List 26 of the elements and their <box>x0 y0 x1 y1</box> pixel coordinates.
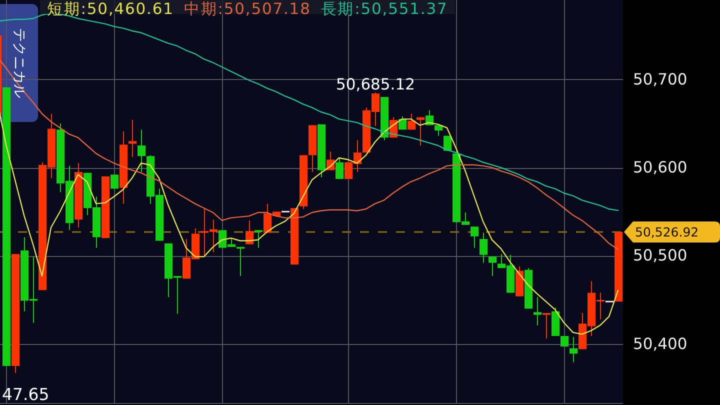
candlestick <box>138 129 146 172</box>
candlestick <box>416 116 424 146</box>
y-tick-label: 50,400 <box>633 334 688 353</box>
candlestick <box>398 116 406 130</box>
candlestick <box>534 296 542 326</box>
candlestick <box>110 174 118 190</box>
candlestick <box>470 226 478 248</box>
candlestick <box>488 256 496 277</box>
y-tick-label: 50,700 <box>633 70 688 88</box>
candlestick <box>480 232 488 264</box>
legend-item: 長期:50,551.37 <box>320 0 448 18</box>
y-tick-label: 50,600 <box>633 158 688 177</box>
candlestick <box>254 230 262 248</box>
legend-item: 中期:50,507.18 <box>184 0 311 18</box>
y-tick-label: 50,500 <box>633 246 688 265</box>
candlestick <box>336 157 344 180</box>
candlestick <box>542 312 550 340</box>
annotation: 47.65 <box>2 385 50 404</box>
annotation: テクニカル <box>11 28 27 98</box>
annotation: 50,685.12 <box>336 75 415 94</box>
legend-item: 短期:50,460.61 <box>47 0 174 18</box>
candlestick <box>128 119 136 158</box>
candlestick <box>570 336 578 363</box>
candlestick <box>246 220 254 245</box>
candlestick <box>408 113 416 130</box>
text: 50,526.92 <box>635 224 699 240</box>
